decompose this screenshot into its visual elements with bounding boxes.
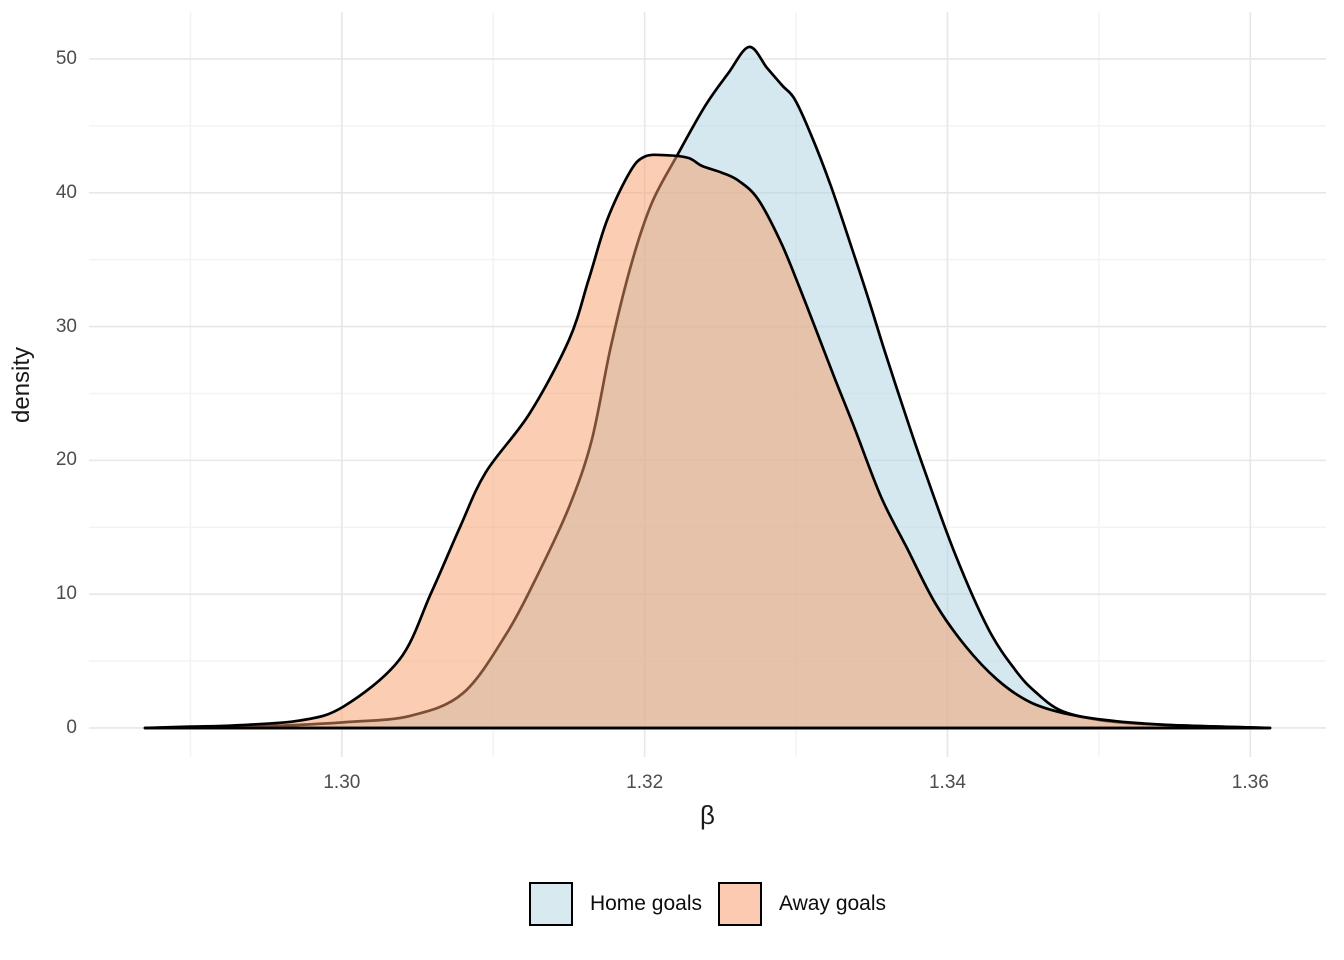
x-tick-label-1.30: 1.30 [323,772,361,793]
legend-label-away-goals: Away goals [779,892,887,915]
legend-label-home-goals: Home goals [589,892,703,915]
y-tick-label-40: 40 [55,181,77,203]
y-tick-label-10: 10 [55,583,77,605]
x-tick-label-1.36: 1.36 [1231,772,1269,793]
density-curve-away-goals [143,153,1272,730]
x-tick-label-1.34: 1.34 [928,772,966,793]
y-axis-title: density [8,346,35,423]
y-tick-label-50: 50 [55,47,77,69]
legend: Home goals Away goals [89,882,1326,926]
x-axis-title: β [700,800,715,830]
x-tick-label-1.32: 1.32 [626,772,664,793]
legend-swatch-home-goals [528,882,573,926]
legend-item-away-goals: Away goals [718,882,886,926]
y-tick-label-0: 0 [66,716,77,738]
y-tick-label-20: 20 [55,449,77,471]
legend-swatch-away-goals [718,882,763,926]
legend-item-home-goals: Home goals [528,882,703,926]
y-tick-label-30: 30 [55,315,77,337]
